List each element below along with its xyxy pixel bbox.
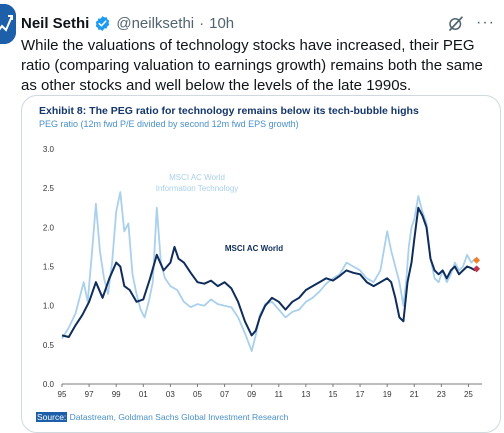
author-name[interactable]: Neil Sethi xyxy=(21,14,90,32)
series-line-it xyxy=(61,191,476,352)
series-annotation: MSCI AC World xyxy=(169,173,225,182)
series-annotation: MSCI AC World xyxy=(225,244,283,253)
x-tick-label: 09 xyxy=(247,390,256,399)
x-tick-label: 05 xyxy=(193,390,202,399)
more-options-icon[interactable]: ··· xyxy=(476,14,495,31)
separator-dot: · xyxy=(199,14,205,32)
x-tick-label: 21 xyxy=(410,390,419,399)
x-tick-label: 23 xyxy=(437,390,446,399)
y-tick-label: 2.5 xyxy=(43,184,55,193)
x-tick-label: 07 xyxy=(220,390,229,399)
y-tick-label: 1.5 xyxy=(43,263,55,272)
y-tick-label: 3.0 xyxy=(43,145,55,154)
end-marker xyxy=(473,265,481,273)
x-tick-label: 11 xyxy=(275,390,284,399)
x-tick-label: 25 xyxy=(464,390,473,399)
avatar-chart-icon xyxy=(0,4,16,44)
source-text: Datastream, Goldman Sachs Global Investm… xyxy=(67,412,289,422)
tweet-text: While the valuations of technology stock… xyxy=(21,37,483,94)
chart-card[interactable]: Exhibit 8: The PEG ratio for technology … xyxy=(21,95,501,433)
x-tick-label: 17 xyxy=(356,390,365,399)
y-tick-label: 0.5 xyxy=(43,341,55,350)
end-marker xyxy=(473,256,481,264)
author-handle[interactable]: @neilksethi xyxy=(116,14,195,32)
x-tick-label: 97 xyxy=(85,390,94,399)
tweet-header: Neil Sethi @neilksethi · 10h xyxy=(21,13,234,33)
series-line-world xyxy=(61,206,476,338)
chart-subtitle: PEG ratio (12m fwd P/E divided by second… xyxy=(39,119,299,129)
x-tick-label: 95 xyxy=(58,390,67,399)
series-annotation: Information Technology xyxy=(156,184,239,193)
source-label: Source: xyxy=(36,412,68,422)
x-tick-label: 19 xyxy=(383,390,392,399)
exhibit-title: Exhibit 8: The PEG ratio for technology … xyxy=(39,105,419,117)
verified-badge-icon xyxy=(94,15,111,32)
x-tick-label: 01 xyxy=(139,390,148,399)
x-tick-label: 99 xyxy=(112,390,121,399)
x-tick-label: 13 xyxy=(301,390,310,399)
y-tick-label: 2.0 xyxy=(43,223,55,232)
peg-ratio-chart: 0.0 0.5 1.0 1.5 2.0 2.5 3.0 95 97 99 01 03 05 07 09 11 1… xyxy=(43,145,482,399)
grok-icon[interactable] xyxy=(447,15,465,33)
y-tick-label: 1.0 xyxy=(43,302,55,311)
x-tick-label: 03 xyxy=(166,390,175,399)
x-tick-label: 15 xyxy=(329,390,338,399)
timestamp[interactable]: 10h xyxy=(209,14,235,32)
source-note: Source: Datastream, Goldman Sachs Global… xyxy=(36,412,288,422)
avatar[interactable] xyxy=(0,4,16,44)
y-tick-label: 0.0 xyxy=(43,380,55,389)
